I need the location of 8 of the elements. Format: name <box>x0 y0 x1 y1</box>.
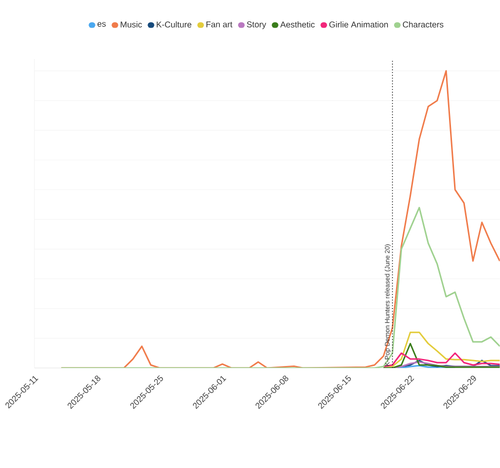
legend-label: Girlie Animation <box>329 21 388 28</box>
legend-label: Fan art <box>206 21 232 28</box>
legend-label: Story <box>246 21 266 29</box>
legend-label: Music <box>120 21 142 28</box>
legend-label: Characters <box>402 21 444 28</box>
legend-label: K-Culture <box>156 21 192 28</box>
legend-label: Aesthetic <box>280 21 315 28</box>
legend-label: es <box>97 22 106 27</box>
